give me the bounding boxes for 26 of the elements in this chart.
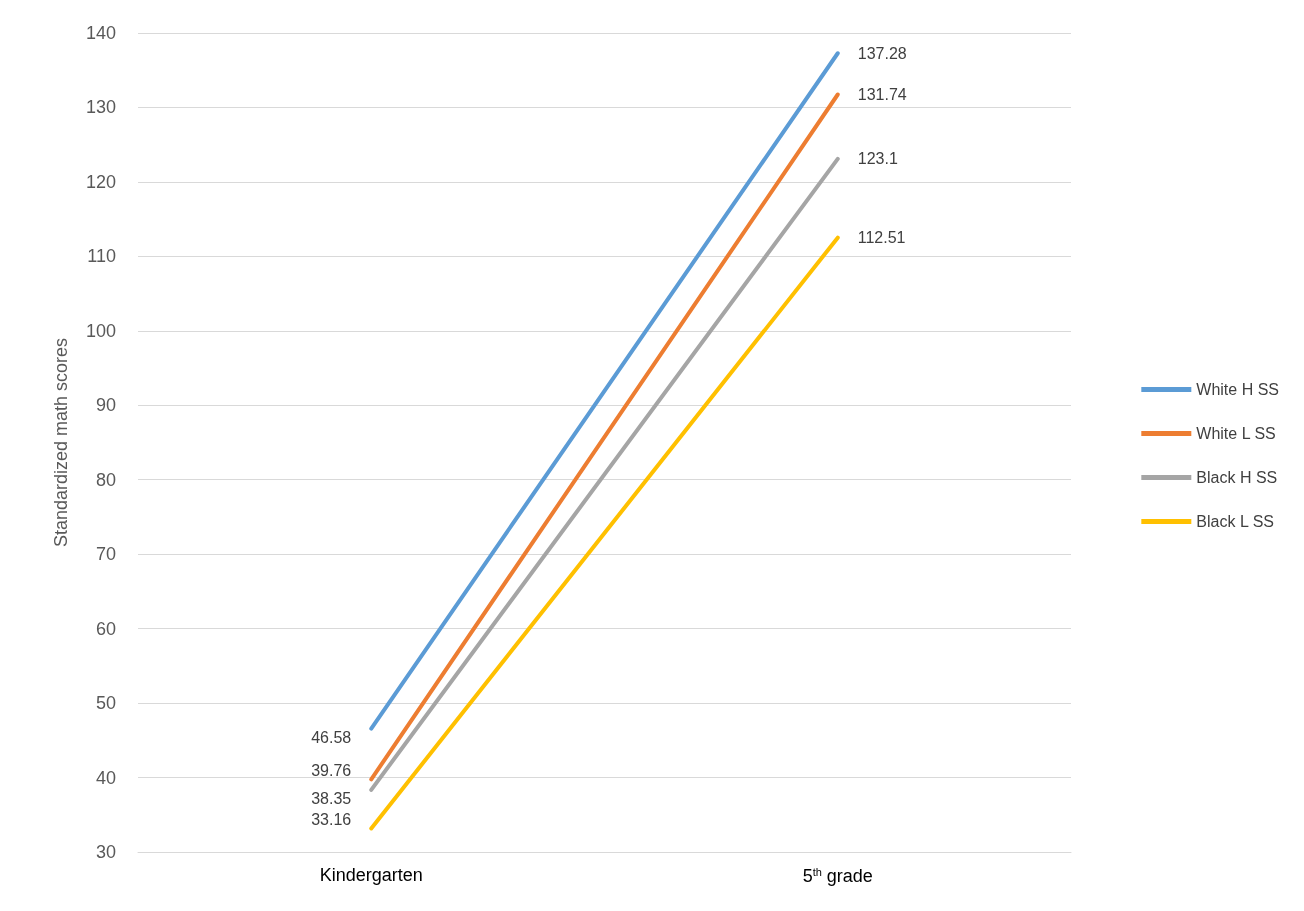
y-tick-label: 50 bbox=[95, 693, 116, 714]
legend-label: White L SS bbox=[1196, 425, 1276, 442]
legend-label: White H SS bbox=[1196, 381, 1279, 398]
legend-label: Black L SS bbox=[1196, 513, 1274, 530]
data-label: 38.35 bbox=[311, 790, 352, 808]
y-tick-label: 60 bbox=[95, 618, 116, 639]
y-tick-label: 80 bbox=[95, 469, 116, 490]
legend-label: Black H SS bbox=[1196, 469, 1278, 486]
y-tick-label: 140 bbox=[85, 23, 116, 43]
y-tick-label: 110 bbox=[87, 246, 116, 267]
y-tick-label: 120 bbox=[85, 171, 116, 192]
x-tick-label: Kindergarten bbox=[319, 865, 423, 885]
data-label: 131.74 bbox=[857, 86, 907, 103]
data-label: 39.76 bbox=[311, 761, 352, 779]
y-tick-label: 40 bbox=[95, 767, 116, 788]
y-tick-label: 70 bbox=[95, 544, 116, 565]
y-tick-label: 100 bbox=[85, 320, 116, 341]
data-label: 112.51 bbox=[857, 229, 906, 247]
data-label: 137.28 bbox=[857, 44, 907, 62]
y-tick-label: 130 bbox=[85, 97, 116, 118]
y-tick-label: 90 bbox=[95, 395, 116, 416]
data-label: 46.58 bbox=[311, 729, 352, 747]
data-label: 123.1 bbox=[857, 150, 898, 168]
y-tick-label: 30 bbox=[95, 842, 116, 862]
data-label: 33.16 bbox=[311, 810, 352, 828]
y-axis-title: Standardized math scores bbox=[51, 337, 71, 548]
